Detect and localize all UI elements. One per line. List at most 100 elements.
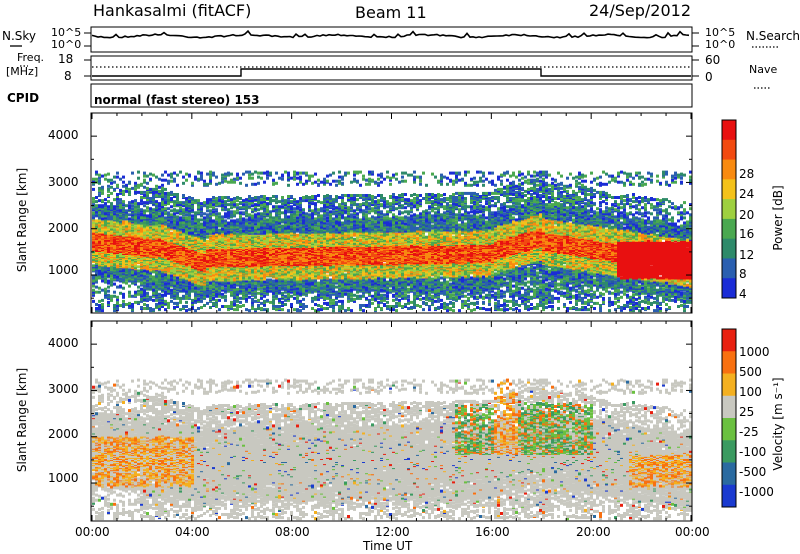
power-cell	[95, 219, 98, 223]
power-cell	[182, 294, 185, 298]
power-cell	[188, 285, 191, 289]
power-cell	[122, 175, 125, 179]
power-cell	[176, 293, 179, 297]
power-cell	[278, 305, 281, 308]
power-cell	[131, 204, 134, 208]
power-cell	[131, 303, 134, 306]
power-cell	[104, 202, 107, 206]
power-cell	[125, 303, 128, 306]
power-cell	[179, 218, 182, 222]
power-cell	[272, 199, 275, 203]
power-cell	[110, 212, 113, 216]
power-cell	[128, 223, 131, 227]
power-cell	[152, 308, 155, 312]
power-cell	[248, 288, 251, 292]
power-cell	[98, 204, 101, 208]
power-cell	[251, 172, 254, 176]
power-cell	[206, 205, 209, 209]
power-cell	[212, 279, 215, 283]
power-cell	[92, 200, 95, 204]
power-cell	[128, 221, 131, 225]
power-cell	[92, 267, 95, 271]
power-cell	[188, 274, 191, 278]
power-cell	[122, 193, 125, 196]
power-cell	[158, 191, 161, 195]
power-cell	[128, 217, 131, 221]
power-cell	[254, 225, 257, 229]
power-cell	[176, 273, 179, 277]
power-cell	[266, 202, 269, 206]
power-cell	[179, 170, 182, 174]
power-cell	[95, 206, 98, 210]
power-cell	[155, 184, 158, 188]
power-cell	[260, 195, 263, 198]
power-cell	[158, 307, 161, 310]
power-cell	[107, 184, 110, 188]
power-cell	[167, 196, 170, 199]
power-cell	[134, 239, 137, 243]
power-cell	[125, 217, 128, 221]
power-cell	[155, 289, 158, 293]
power-cell	[155, 194, 158, 197]
power-cell	[194, 225, 197, 229]
power-cell	[134, 221, 137, 225]
power-cell	[188, 204, 191, 208]
nsky-trace	[91, 29, 690, 39]
power-cell	[119, 269, 122, 273]
power-cell	[212, 196, 215, 199]
power-cell	[191, 300, 194, 304]
power-cell	[158, 212, 161, 216]
power-cell	[161, 283, 164, 287]
power-cell	[155, 278, 158, 282]
power-cell	[95, 204, 98, 208]
power-cell	[233, 219, 236, 223]
power-cell	[122, 184, 125, 188]
power-cell	[101, 209, 104, 213]
power-cell	[203, 262, 206, 266]
power-cell	[242, 304, 245, 307]
power-cell	[119, 277, 122, 281]
power-cell	[197, 297, 200, 301]
power-cell	[212, 234, 215, 238]
power-cell	[158, 305, 161, 308]
power-cell	[206, 198, 209, 202]
power-cell	[203, 201, 206, 205]
power-cell	[179, 203, 182, 207]
power-heatmap-cells	[92, 170, 692, 313]
power-cell	[116, 223, 119, 227]
power-cell	[263, 280, 266, 284]
power-cell	[158, 283, 161, 287]
power-cell	[179, 248, 182, 251]
power-cell	[206, 215, 209, 219]
power-cell	[116, 171, 119, 175]
power-cell	[164, 290, 167, 294]
power-cell	[269, 171, 272, 175]
power-cell	[101, 255, 104, 259]
power-cell	[140, 224, 143, 228]
power-cell	[122, 180, 125, 184]
power-cell	[110, 243, 113, 247]
power-cell	[263, 195, 266, 198]
power-cell	[272, 219, 275, 223]
power-cell	[188, 295, 191, 299]
power-cell	[194, 199, 197, 203]
power-cell	[128, 294, 131, 298]
power-cell	[191, 181, 194, 185]
power-cell	[95, 303, 98, 306]
power-cell	[191, 289, 194, 293]
power-cell	[218, 221, 221, 225]
power-cell	[272, 195, 275, 198]
power-cell	[140, 199, 143, 203]
power-cell	[209, 277, 212, 281]
power-cell	[119, 230, 122, 234]
power-cell	[161, 305, 164, 308]
power-cell	[119, 214, 122, 218]
power-cell	[98, 266, 101, 270]
power-cell	[197, 177, 200, 181]
power-cell	[269, 210, 272, 214]
power-cell	[194, 175, 197, 179]
power-cell	[251, 208, 254, 212]
power-cell	[212, 288, 215, 292]
power-cell	[104, 259, 107, 263]
power-cell	[206, 182, 209, 186]
